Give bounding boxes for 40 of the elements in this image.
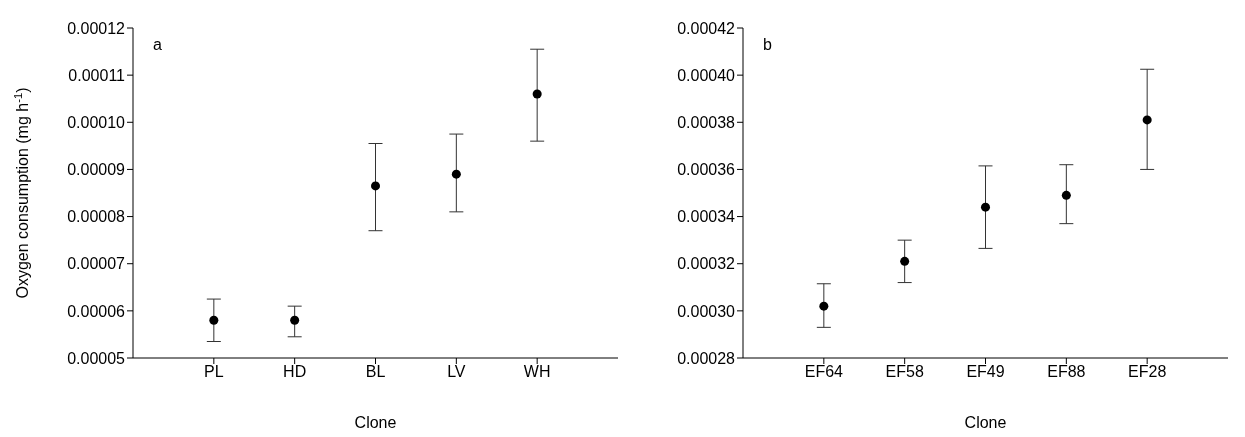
y-tick-label: 0.00028 <box>677 349 736 367</box>
y-tick-label: 0.00012 <box>67 19 126 37</box>
x-tick-label: EF64 <box>804 363 844 381</box>
y-tick-label: 0.00009 <box>67 161 126 179</box>
x-tick-label: LV <box>447 363 466 381</box>
y-tick-label: 0.00011 <box>68 66 126 84</box>
x-tick-label: EF88 <box>1047 363 1086 381</box>
y-tick-label: 0.00036 <box>677 161 736 179</box>
point <box>451 169 461 179</box>
point <box>532 89 542 99</box>
point <box>819 301 829 311</box>
x-axis-title: Clone <box>964 414 1007 431</box>
y-tick-label: 0.00034 <box>677 208 736 226</box>
y-tick-label: 0.00010 <box>67 113 126 131</box>
y-tick-label: 0.00042 <box>677 19 736 37</box>
point <box>1061 190 1071 200</box>
text: a <box>153 36 162 54</box>
x-tick-label: PL <box>204 363 224 381</box>
point <box>980 202 991 212</box>
x-axis-title: Clone <box>354 414 397 431</box>
x-tick-label: EF49 <box>966 363 1005 381</box>
y-tick-label: 0.00030 <box>677 302 736 320</box>
y-tick-label: 0.00005 <box>67 349 126 367</box>
y-tick-label: 0.00040 <box>677 66 736 84</box>
point <box>370 181 381 191</box>
x-tick-label: WH <box>523 363 551 381</box>
y-tick-label: 0.00006 <box>67 302 126 320</box>
y-tick-label: 0.00038 <box>677 113 736 131</box>
text: b <box>763 36 772 54</box>
point <box>290 315 300 325</box>
x-tick-label: EF58 <box>885 363 924 381</box>
y-tick-label: 0.00007 <box>67 255 126 273</box>
x-tick-label: HD <box>283 363 307 381</box>
point <box>900 256 910 266</box>
x-tick-label: EF28 <box>1128 363 1167 381</box>
point <box>209 315 219 325</box>
y-tick-label: 0.00032 <box>677 255 736 273</box>
y-tick-label: 0.00008 <box>67 208 126 226</box>
point <box>1142 115 1152 125</box>
x-tick-label: BL <box>365 363 386 381</box>
